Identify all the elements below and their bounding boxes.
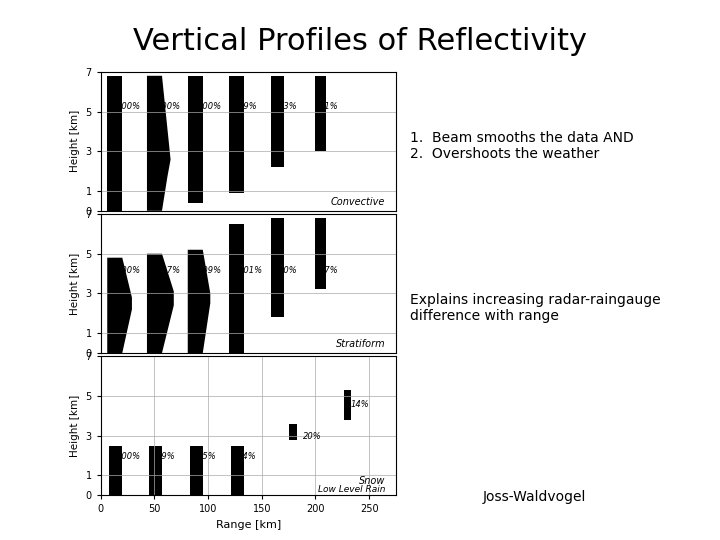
Text: 100%: 100% xyxy=(197,102,222,111)
Text: 90%: 90% xyxy=(279,266,298,275)
Y-axis label: Height [km]: Height [km] xyxy=(70,110,80,172)
Text: Explains increasing radar-raingauge
difference with range: Explains increasing radar-raingauge diff… xyxy=(410,293,661,323)
Y-axis label: Height [km]: Height [km] xyxy=(70,252,80,315)
Polygon shape xyxy=(271,76,284,167)
Text: 67%: 67% xyxy=(320,266,338,275)
Text: 99%: 99% xyxy=(238,102,257,111)
Polygon shape xyxy=(190,446,203,495)
Text: Stratiform: Stratiform xyxy=(336,340,385,349)
Polygon shape xyxy=(271,218,284,317)
Polygon shape xyxy=(344,390,351,420)
Polygon shape xyxy=(149,446,162,495)
Text: 81%: 81% xyxy=(320,102,338,111)
Text: 93%: 93% xyxy=(279,102,298,111)
Text: 65%: 65% xyxy=(197,451,216,461)
Text: Joss-Waldvogel: Joss-Waldvogel xyxy=(482,490,586,504)
Polygon shape xyxy=(228,224,243,353)
Text: 101%: 101% xyxy=(238,266,262,275)
Text: 14%: 14% xyxy=(351,400,369,409)
Y-axis label: Height [km]: Height [km] xyxy=(70,395,80,457)
Polygon shape xyxy=(315,218,326,289)
Text: 44%: 44% xyxy=(238,451,257,461)
Polygon shape xyxy=(188,76,203,203)
Polygon shape xyxy=(230,446,243,495)
Text: Low Level Rain: Low Level Rain xyxy=(318,484,385,494)
Polygon shape xyxy=(188,250,210,353)
Text: 127%: 127% xyxy=(157,266,181,275)
Text: 100%: 100% xyxy=(157,102,181,111)
Text: 200%: 200% xyxy=(117,266,141,275)
Text: 200%: 200% xyxy=(117,451,141,461)
Text: Vertical Profiles of Reflectivity: Vertical Profiles of Reflectivity xyxy=(133,27,587,56)
Text: 99%: 99% xyxy=(157,451,176,461)
Text: 109%: 109% xyxy=(197,266,222,275)
Polygon shape xyxy=(107,258,132,353)
Polygon shape xyxy=(147,254,174,353)
Text: 1.  Beam smooths the data AND
2.  Overshoots the weather: 1. Beam smooths the data AND 2. Overshoo… xyxy=(410,131,634,161)
X-axis label: Range [km]: Range [km] xyxy=(216,520,281,530)
Polygon shape xyxy=(228,76,243,193)
Polygon shape xyxy=(147,76,171,211)
Polygon shape xyxy=(107,76,122,211)
Polygon shape xyxy=(315,76,326,151)
Text: Snow: Snow xyxy=(359,476,385,486)
Polygon shape xyxy=(289,424,297,440)
Polygon shape xyxy=(109,446,122,495)
Text: 100%: 100% xyxy=(117,102,141,111)
Text: Convective: Convective xyxy=(331,197,385,207)
Text: 20%: 20% xyxy=(302,431,321,441)
